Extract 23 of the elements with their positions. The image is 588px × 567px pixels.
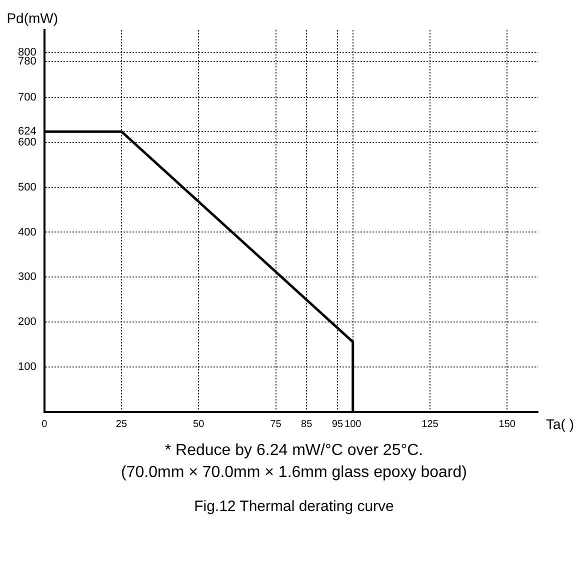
- y-tick-label: 600: [18, 136, 36, 148]
- x-tick-label: 0: [42, 418, 48, 430]
- y-tick-label: 200: [18, 316, 36, 328]
- text: * Reduce by 6.24 mW/°C over 25°C.: [164, 441, 424, 461]
- x-tick-label: 75: [270, 418, 282, 430]
- x-tick-label: 85: [301, 418, 313, 430]
- x-tick-label: 150: [498, 418, 516, 430]
- y-tick-label: 500: [18, 181, 36, 194]
- x-tick-label: 125: [422, 418, 439, 430]
- text: (70.0mm × 70.0mm × 1.6mm glass epoxy board): [120, 463, 468, 483]
- y-tick-label: 780: [18, 55, 36, 68]
- y-tick-label: 624: [18, 126, 36, 138]
- y-axis-title: Pd(mW): [6, 10, 58, 26]
- x-tick-label: 50: [193, 418, 205, 430]
- y-tick-label: 100: [18, 361, 36, 374]
- y-tick-label: 400: [18, 226, 36, 238]
- y-tick-label: 300: [18, 271, 36, 284]
- y-tick-label: 700: [18, 91, 36, 104]
- x-axis-title: Ta( ): [546, 416, 574, 432]
- x-tick-label: 25: [116, 418, 128, 430]
- x-tick-label: 95: [332, 418, 344, 430]
- x-tick-label: 100: [344, 418, 362, 430]
- text: Fig.12 Thermal derating curve: [193, 498, 395, 515]
